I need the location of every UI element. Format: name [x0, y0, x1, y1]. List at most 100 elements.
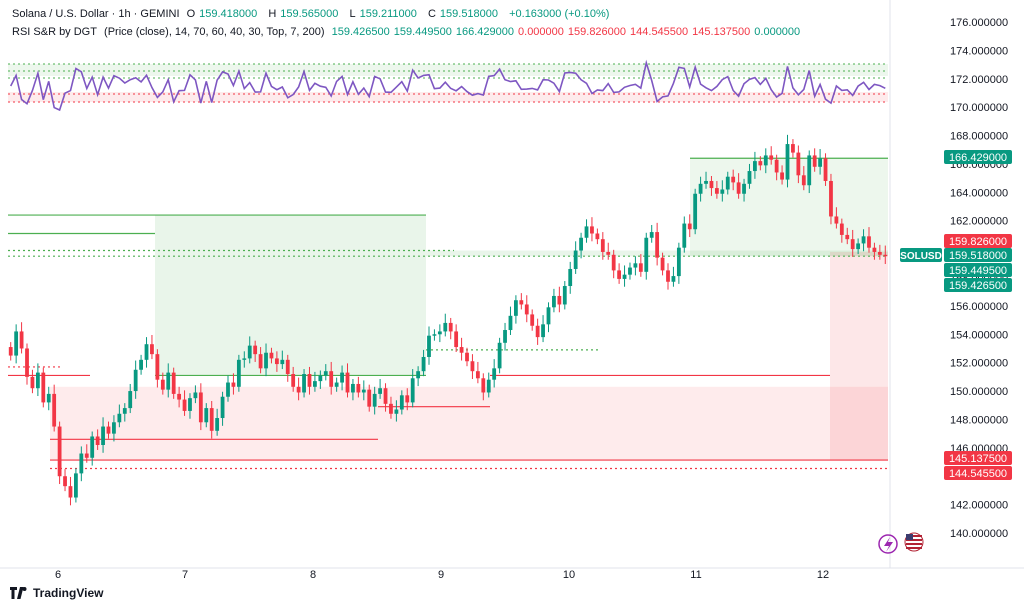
candle-body	[204, 408, 209, 423]
indicator-name: RSI S&R by DGT	[12, 26, 97, 38]
candle-body	[160, 379, 165, 390]
y-tick-label: 152.000000	[950, 358, 1008, 370]
candle-body	[247, 345, 252, 359]
candle-body	[220, 396, 225, 419]
candle-body	[628, 267, 632, 275]
y-tick-label: 140.000000	[950, 528, 1008, 540]
x-tick-label: 9	[438, 569, 444, 581]
candle-body	[63, 476, 67, 487]
candle-body	[617, 270, 622, 279]
candle-body	[584, 226, 589, 238]
candle-body	[807, 155, 812, 186]
candle-body	[758, 161, 763, 166]
symbol-badge-label: SOLUSD	[900, 251, 942, 262]
flash-icon-bolt	[884, 537, 893, 552]
candle-body	[514, 300, 518, 316]
candle-body	[405, 395, 410, 403]
indicator-params: (Price (close), 14, 70, 60, 40, 30, Top,…	[104, 26, 325, 38]
candle-body	[8, 347, 13, 356]
y-tick-label: 148.000000	[950, 414, 1008, 426]
candle-body	[101, 426, 105, 445]
price-badge-bg	[944, 278, 1012, 292]
candle-body	[437, 331, 442, 335]
candle-body	[736, 182, 741, 194]
price-badge: 159.518000 SOLUSD	[900, 248, 1012, 262]
candle-body	[198, 392, 203, 423]
y-tick-label: 150.000000	[950, 386, 1008, 398]
brand-name: TradingView	[33, 586, 104, 600]
tradingview-logo[interactable]: TradingView	[10, 586, 103, 600]
flash-icon[interactable]	[878, 534, 898, 554]
price-badge-label: 144.545500	[949, 468, 1007, 480]
candle-body	[340, 372, 344, 383]
open-value: 159.418000	[199, 8, 258, 20]
candle-body	[769, 155, 774, 160]
candle-body	[763, 155, 768, 166]
y-tick-label: 172.000000	[950, 74, 1008, 86]
candle-body	[475, 371, 480, 379]
candle-body	[829, 180, 833, 217]
price-badge-label: 166.429000	[949, 152, 1007, 164]
symbol-title: Solana / U.S. Dollar · 1h · GEMINI	[12, 8, 180, 20]
indicator-value: 144.545500	[630, 26, 689, 38]
candle-body	[307, 374, 312, 387]
candle-body	[546, 307, 551, 325]
price-badge: 144.545500	[944, 466, 1012, 480]
close-value: 159.518000	[439, 8, 499, 20]
candle-body	[774, 159, 779, 173]
candle-body	[823, 158, 828, 181]
price-badge-label: 145.137500	[949, 453, 1007, 465]
price-badge-bg	[944, 234, 1012, 248]
x-tick-label: 12	[817, 569, 829, 581]
candle-body	[666, 270, 670, 282]
candle-body	[334, 382, 339, 387]
y-tick-label: 176.000000	[950, 17, 1008, 29]
candle-body	[725, 176, 730, 190]
candle-body	[867, 236, 871, 248]
candle-body	[709, 180, 714, 189]
candle-body	[753, 161, 757, 172]
candle-body	[872, 247, 877, 252]
candle-body	[693, 193, 698, 230]
candle-body	[399, 395, 404, 410]
candle-body	[52, 393, 57, 427]
indicator-value: 166.429000	[455, 26, 515, 38]
symbol-badge-bg	[900, 248, 942, 262]
candle-body	[530, 314, 535, 326]
price-badge-bg	[944, 150, 1012, 164]
candle-body	[883, 254, 888, 257]
resistance-zone	[830, 251, 888, 461]
candle-body	[150, 344, 154, 355]
y-tick-label: 164.000000	[950, 187, 1008, 199]
candle-body	[877, 251, 882, 255]
candle-body	[568, 268, 573, 287]
resistance-zone	[50, 386, 888, 461]
candle-body	[313, 381, 317, 387]
candle-body	[177, 393, 182, 400]
candle-body	[231, 382, 236, 387]
candle-body	[698, 183, 703, 194]
price-badge-label: 159.426500	[949, 280, 1007, 292]
candle-body	[269, 352, 274, 359]
indicator-value: 0.000000	[518, 26, 564, 38]
candle-body	[361, 389, 366, 393]
candle-body	[383, 388, 388, 404]
candle-body	[552, 295, 556, 308]
candle-body	[519, 300, 524, 305]
candle-body	[291, 374, 296, 387]
candle-body	[687, 223, 692, 230]
candle-body	[117, 413, 122, 423]
candle-body	[720, 189, 725, 194]
candle-body	[470, 361, 475, 372]
candle-body	[133, 369, 138, 392]
candle-body	[14, 331, 19, 356]
price-badge: 159.426500	[944, 278, 1012, 292]
candle-body	[68, 486, 73, 498]
candle-body	[633, 263, 638, 268]
candle-body	[318, 375, 323, 382]
indicator-value: 159.826000	[567, 26, 627, 38]
candle-body	[595, 233, 600, 240]
candle-body	[166, 372, 171, 390]
indicator-header[interactable]: RSI S&R by DGT (Price (close), 14, 70, 6…	[12, 26, 808, 38]
